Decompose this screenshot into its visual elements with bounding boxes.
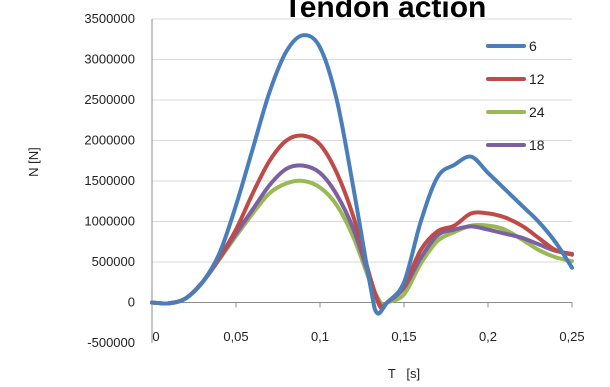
x-tick-label: 0,25: [559, 329, 584, 344]
legend-label-18: 18: [529, 137, 545, 153]
y-tick-label: 1000000: [84, 214, 135, 229]
x-tick-label: 0,2: [479, 329, 497, 344]
y-tick-label: 500000: [92, 254, 135, 269]
chart-title: Tendon action: [284, 0, 487, 24]
y-tick-label: 3500000: [84, 11, 135, 26]
axis-layer: [151, 19, 572, 343]
y-axis-label: N [N]: [26, 147, 41, 177]
y-tick-label: 0: [128, 295, 135, 310]
series-layer: [150, 33, 574, 316]
y-tick-label: 3000000: [84, 52, 135, 67]
y-tick-labels: -500000 0 500000 1000000 1500000 2000000 25000…: [84, 11, 135, 350]
legend-label-24: 24: [529, 104, 545, 120]
x-tick-label: 0,15: [391, 329, 416, 344]
grid-layer: [152, 18, 572, 263]
x-tick-label: 0: [152, 329, 159, 344]
y-tick-label: 1500000: [84, 173, 135, 188]
x-axis-label: T [s]: [388, 366, 420, 381]
x-tick-labels: 0 0,05 0,1 0,15 0,2 0,25: [151, 302, 585, 344]
x-tick-label: 0,05: [223, 329, 248, 344]
legend: 6 12 24 18: [486, 38, 545, 153]
y-tick-label: 2000000: [84, 133, 135, 148]
series-line-6: [150, 33, 574, 316]
y-tick-label: 2500000: [84, 92, 135, 107]
y-tick-label: -500000: [87, 335, 135, 350]
legend-label-12: 12: [529, 71, 545, 87]
series-line-12: [150, 133, 574, 311]
legend-label-6: 6: [529, 38, 537, 54]
x-tick-label: 0,1: [311, 329, 329, 344]
